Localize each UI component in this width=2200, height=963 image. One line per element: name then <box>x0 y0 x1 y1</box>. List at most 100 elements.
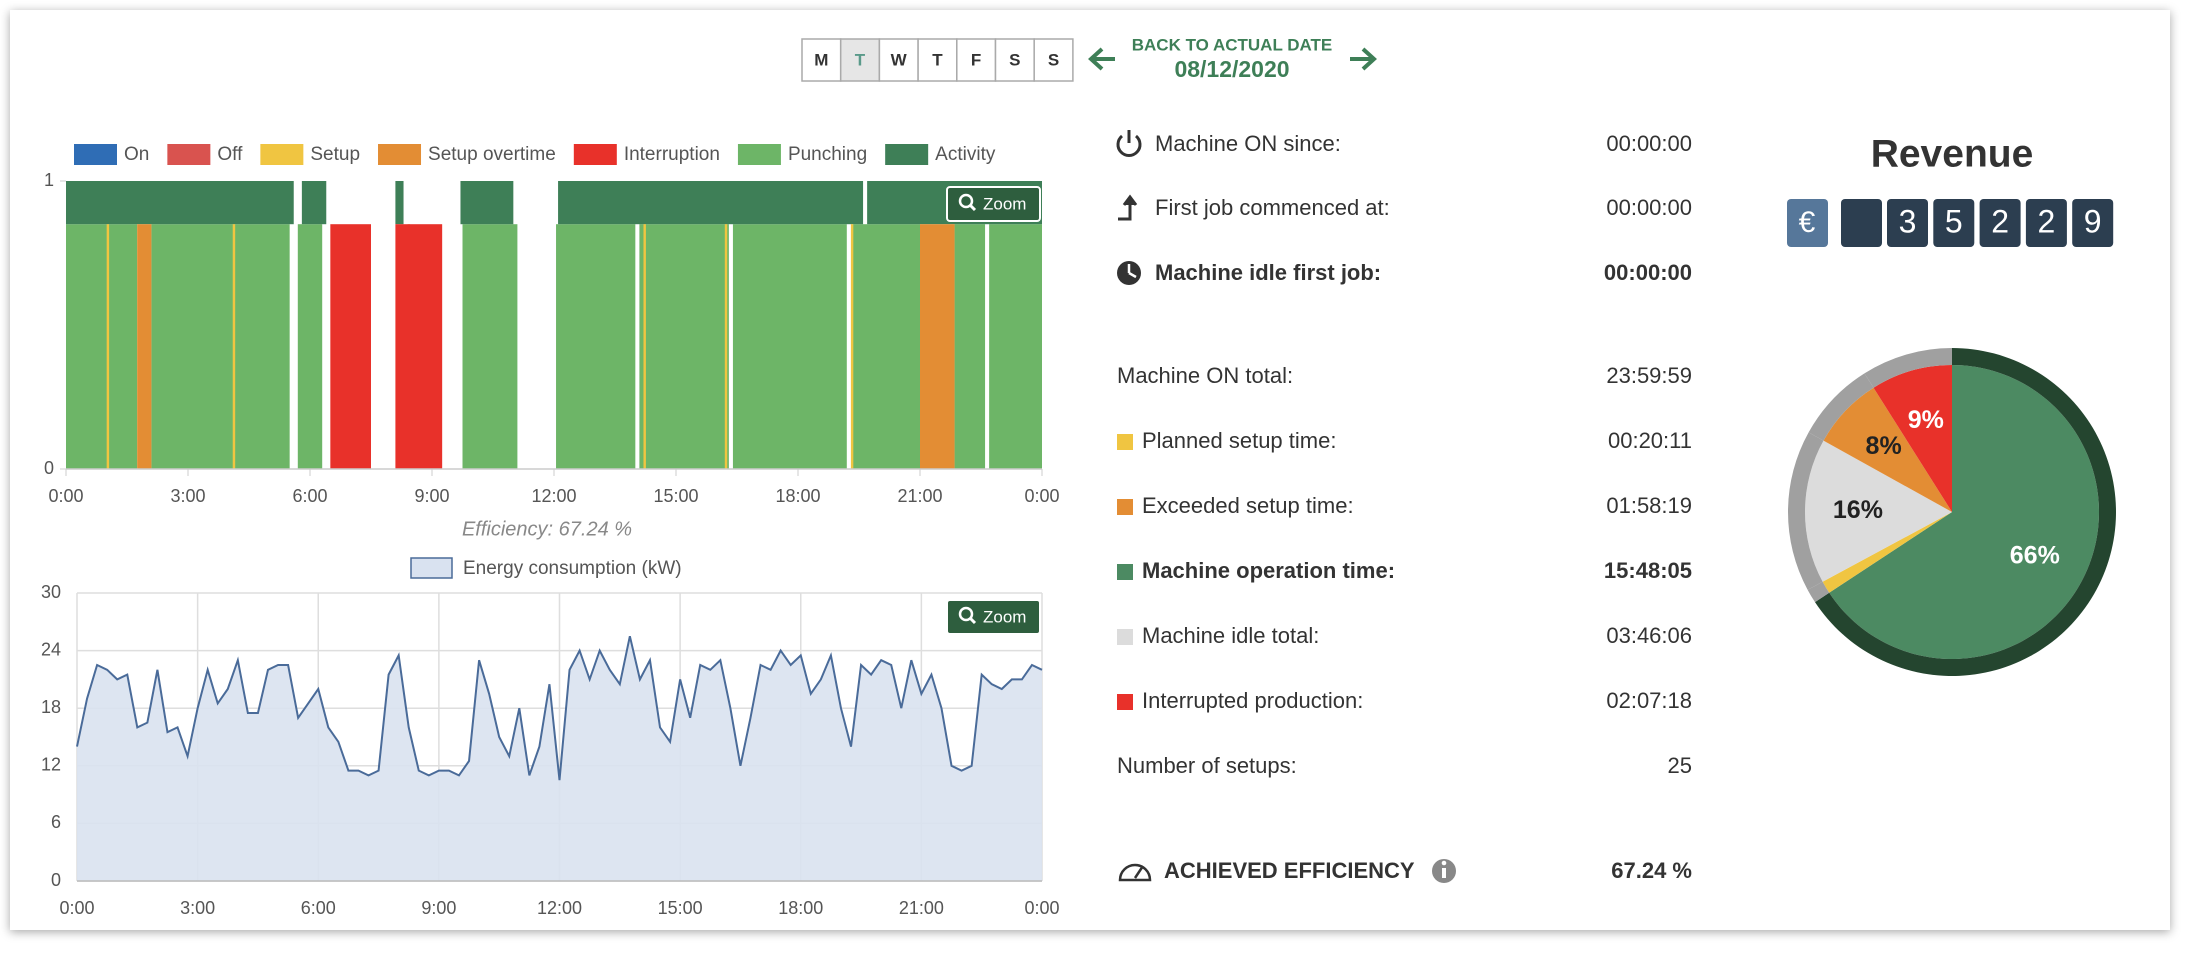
x-tick-label: 18:00 <box>775 486 820 506</box>
day-label[interactable]: F <box>971 50 981 69</box>
digit: 5 <box>1945 203 1963 239</box>
efficiency-note: Efficiency: 67.24 % <box>462 518 632 540</box>
revenue-title: Revenue <box>1871 132 2034 175</box>
state-segment <box>395 181 404 225</box>
legend-label[interactable]: Setup overtime <box>428 144 556 165</box>
pie-slice <box>1823 387 1952 512</box>
day-label[interactable]: S <box>1009 50 1020 69</box>
pie-label: 8% <box>1866 432 1902 460</box>
pie-slice <box>1804 440 1952 582</box>
x-tick-label: 18:00 <box>778 898 823 918</box>
y-tick-label: 0 <box>44 458 54 478</box>
legend-swatch[interactable] <box>573 144 617 165</box>
state-segment <box>989 224 1042 469</box>
legend-swatch[interactable] <box>74 144 117 165</box>
legend-marker <box>1117 694 1133 710</box>
state-segment <box>462 224 518 469</box>
energy-line <box>76 635 1043 781</box>
zoom-icon-handle[interactable] <box>968 203 977 212</box>
legend-swatch[interactable] <box>737 144 781 165</box>
day-label[interactable]: T <box>932 50 943 69</box>
day-box[interactable] <box>878 38 919 82</box>
prev-arrow[interactable] <box>1088 47 1115 71</box>
legend-swatch[interactable] <box>260 144 304 165</box>
stat-label: ACHIEVED EFFICIENCY <box>1164 858 1415 883</box>
currency-box <box>1787 199 1828 247</box>
day-box[interactable] <box>956 38 997 82</box>
digit: 2 <box>2038 203 2056 239</box>
legend-label[interactable]: Energy consumption (kW) <box>463 558 682 579</box>
stat-value: 02:07:18 <box>1606 688 1692 713</box>
stat-value: 67.24 % <box>1611 858 1692 883</box>
digit: 2 <box>1991 203 2009 239</box>
stat-label: Planned setup time: <box>1142 428 1336 453</box>
digit-box <box>1979 199 2021 247</box>
state-segment <box>732 224 847 469</box>
state-segment <box>639 224 729 469</box>
day-label[interactable]: T <box>855 50 866 69</box>
legend-label[interactable]: Punching <box>788 144 867 165</box>
x-tick-label: 12:00 <box>537 898 582 918</box>
x-tick-label: 21:00 <box>899 898 944 918</box>
day-label[interactable]: W <box>891 50 908 69</box>
stat-value: 23:59:59 <box>1606 363 1692 388</box>
x-tick-label: 3:00 <box>180 898 215 918</box>
stat-value: 00:00:00 <box>1606 195 1692 220</box>
legend-label[interactable]: Setup <box>310 144 360 165</box>
state-segment <box>106 224 110 469</box>
pie-ring <box>1864 348 1952 388</box>
state-segment <box>232 224 236 469</box>
pie-ring <box>1808 373 1874 441</box>
zoom-label[interactable]: Zoom <box>983 194 1026 213</box>
state-segment <box>558 181 864 225</box>
legend-swatch[interactable] <box>167 144 211 165</box>
stat-value: 15:48:05 <box>1604 558 1692 583</box>
y-tick-label: 0 <box>51 870 61 890</box>
pie-label: 9% <box>1908 406 1944 434</box>
zoom-label[interactable]: Zoom <box>983 607 1026 626</box>
state-segment <box>151 224 290 469</box>
state-segment <box>643 224 646 469</box>
day-box[interactable] <box>994 38 1035 82</box>
pie-label: 66% <box>2010 541 2060 569</box>
legend-label[interactable]: Activity <box>935 144 996 165</box>
next-arrow[interactable] <box>1350 47 1377 71</box>
day-label[interactable]: S <box>1048 50 1059 69</box>
legend-swatch[interactable] <box>378 144 422 165</box>
stat-label: Interrupted production: <box>1142 688 1363 713</box>
x-tick-label: 6:00 <box>292 486 327 506</box>
x-tick-label: 6:00 <box>301 898 336 918</box>
legend-label[interactable]: Off <box>217 144 243 165</box>
day-box[interactable] <box>1033 38 1074 82</box>
day-box[interactable] <box>839 38 881 82</box>
stat-value: 25 <box>1668 753 1692 778</box>
day-label[interactable]: M <box>814 50 828 69</box>
digit-box <box>2025 199 2067 247</box>
stat-label: Machine ON since: <box>1155 131 1341 156</box>
legend-label[interactable]: Interruption <box>624 144 720 165</box>
zoom-button[interactable]: Zoom <box>946 186 1041 222</box>
state-segment <box>330 224 371 469</box>
zoom-icon-handle[interactable] <box>968 616 977 625</box>
x-tick-label: 9:00 <box>414 486 449 506</box>
digit-box <box>1933 199 1975 247</box>
pie-slice <box>1822 512 1952 593</box>
legend-swatch[interactable] <box>410 557 453 579</box>
legend-swatch[interactable] <box>885 144 929 165</box>
zoom-icon[interactable] <box>958 606 974 622</box>
legend-label[interactable]: On <box>124 144 149 165</box>
back-to-date[interactable]: BACK TO ACTUAL DATE <box>1132 35 1333 54</box>
day-box[interactable] <box>917 38 958 82</box>
legend-marker <box>1117 434 1133 450</box>
legend-marker <box>1117 499 1133 515</box>
pie-ring <box>1788 432 1824 590</box>
zoom-button[interactable]: Zoom <box>946 599 1041 635</box>
info-icon[interactable] <box>1432 859 1456 883</box>
digit: 9 <box>2084 203 2102 239</box>
legend-marker <box>1117 564 1133 580</box>
state-segment <box>920 224 955 469</box>
day-box[interactable] <box>801 38 842 82</box>
zoom-icon[interactable] <box>958 193 974 209</box>
stat-label: Machine idle first job: <box>1155 260 1381 285</box>
